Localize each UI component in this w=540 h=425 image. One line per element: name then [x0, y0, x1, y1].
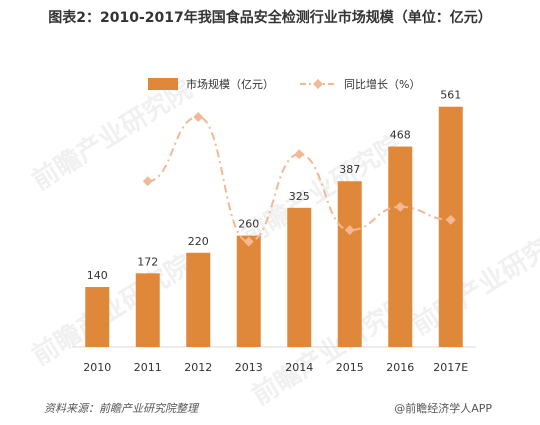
- source-note: 资料来源：前瞻产业研究院整理: [44, 402, 198, 415]
- bar: [337, 181, 362, 347]
- x-tick-label: 2017E: [433, 361, 468, 374]
- bar: [438, 106, 463, 347]
- bar-value-label: 325: [289, 190, 310, 203]
- bar: [135, 273, 160, 347]
- chart-title: 图表2：2010-2017年我国食品安全检测行业市场规模（单位：亿元）: [48, 10, 492, 26]
- bar-value-label: 260: [238, 218, 259, 231]
- bar-value-label: 387: [339, 163, 360, 176]
- bar: [388, 146, 413, 347]
- x-tick-label: 2014: [285, 361, 313, 374]
- x-tick-label: 2016: [386, 361, 414, 374]
- app-credit: @前瞻经济学人APP: [394, 402, 492, 415]
- x-tick-label: 2015: [336, 361, 364, 374]
- growth-point: [344, 225, 355, 236]
- legend-swatch-bars: [148, 78, 178, 90]
- x-tick-label: 2011: [134, 361, 162, 374]
- growth-point: [395, 201, 406, 212]
- bar-value-label: 561: [440, 89, 461, 102]
- bar: [287, 207, 312, 347]
- x-tick-label: 2013: [235, 361, 263, 374]
- bar-value-label: 140: [87, 269, 108, 282]
- x-tick-label: 2012: [184, 361, 212, 374]
- legend-label-bars: 市场规模（亿元）: [186, 77, 274, 91]
- growth-line: [147, 115, 451, 243]
- x-tick-label: 2010: [83, 361, 111, 374]
- bar: [186, 252, 211, 347]
- growth-point: [294, 149, 305, 160]
- growth-point: [193, 112, 204, 122]
- growth-point: [142, 176, 153, 187]
- legend-marker-line: [313, 79, 323, 89]
- bar-value-label: 172: [137, 255, 158, 268]
- legend-label-line: 同比增长（%）: [344, 77, 420, 91]
- bar-value-label: 220: [188, 235, 209, 248]
- bar: [236, 235, 261, 347]
- growth-point: [445, 214, 456, 225]
- bar: [85, 287, 110, 347]
- bar-value-label: 468: [390, 129, 411, 142]
- growth-point: [243, 236, 254, 247]
